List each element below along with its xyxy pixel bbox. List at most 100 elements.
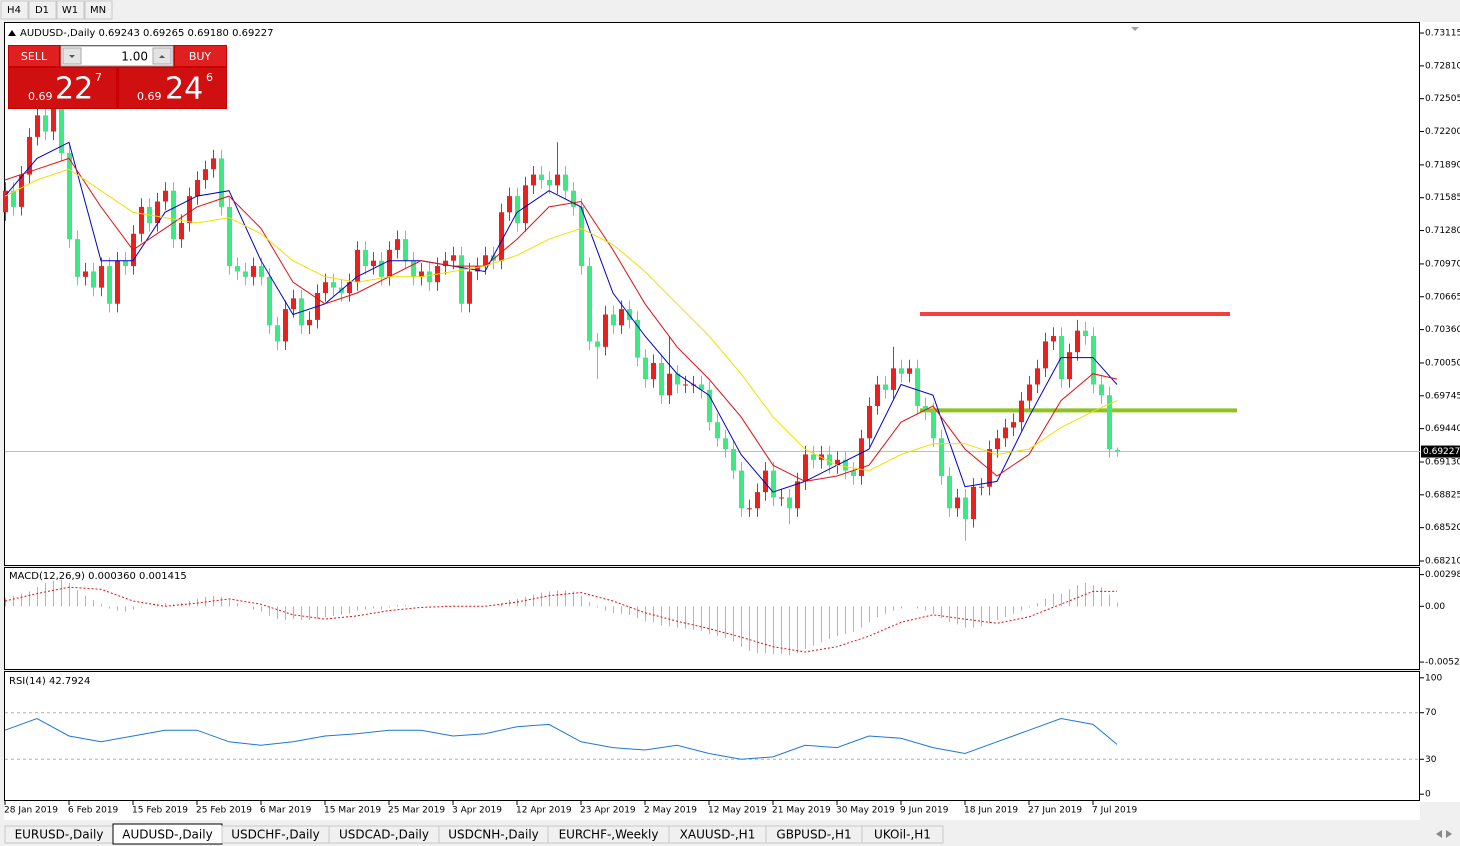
buy-price-box[interactable] xyxy=(119,68,226,108)
tab-label[interactable]: AUDUSD-,Daily xyxy=(122,828,212,842)
main-panel xyxy=(4,22,1420,566)
y-tick-label: 0.71585 xyxy=(1425,193,1460,203)
candle-body xyxy=(195,179,200,197)
collapse-icon[interactable] xyxy=(8,30,16,36)
candle-body xyxy=(291,298,296,310)
x-tick-label: 25 Feb 2019 xyxy=(196,806,252,816)
sell-button[interactable] xyxy=(9,46,59,66)
candle-body xyxy=(635,319,640,358)
y-tick-label: 0.00 xyxy=(1425,602,1445,612)
candle-body xyxy=(267,276,272,326)
candle-body xyxy=(283,309,288,342)
x-tick-label: 28 Jan 2019 xyxy=(4,806,58,816)
bid-label-bg xyxy=(1421,445,1460,458)
candle-body xyxy=(963,497,968,520)
bid-label: 0.69227 xyxy=(1423,447,1460,457)
candle-body xyxy=(211,158,216,170)
y-tick-label: 70 xyxy=(1425,708,1437,718)
candle-body xyxy=(891,368,896,390)
y-tick-label: 0.68825 xyxy=(1425,490,1460,500)
candle-body xyxy=(643,357,648,380)
candle-body xyxy=(531,174,536,186)
candle-body xyxy=(187,196,192,224)
candle-body xyxy=(867,406,872,439)
timeframe-button[interactable] xyxy=(28,0,57,20)
candle-body xyxy=(907,368,912,374)
lot-down-arrow xyxy=(69,55,75,58)
macd-signal xyxy=(4,586,1118,653)
tab-label[interactable]: USDCNH-,Daily xyxy=(448,828,539,842)
candle-body xyxy=(107,266,112,304)
y-tick-label: 0.68210 xyxy=(1425,557,1460,567)
x-tick-label: 21 May 2019 xyxy=(772,806,831,816)
sell-price-box[interactable] xyxy=(9,68,116,108)
shift-marker xyxy=(1131,27,1139,31)
candle-body xyxy=(555,174,560,186)
y-tick-label: 0.69130 xyxy=(1425,457,1460,467)
candle-body xyxy=(355,249,360,283)
candle-body xyxy=(427,271,432,283)
timeframe-label[interactable]: D1 xyxy=(35,5,49,16)
macd-panel xyxy=(4,567,1420,670)
timeframe-button[interactable] xyxy=(56,0,85,20)
candle-body xyxy=(379,260,384,277)
y-tick-label: 0.70665 xyxy=(1425,292,1460,302)
candle-body xyxy=(163,190,168,202)
y-tick-label: 0 xyxy=(1425,790,1431,800)
y-tick-label: 100 xyxy=(1425,673,1442,683)
candle-body xyxy=(235,266,240,272)
candle-body xyxy=(507,196,512,213)
candle-body xyxy=(115,260,120,304)
tab-scroll[interactable] xyxy=(1436,830,1452,838)
candle-body xyxy=(731,449,736,471)
candle-body xyxy=(619,309,624,326)
tab-label[interactable]: USDCHF-,Daily xyxy=(231,828,319,842)
tab-label[interactable]: EURCHF-,Weekly xyxy=(559,828,659,842)
buy-label[interactable]: BUY xyxy=(189,50,212,63)
candle-body xyxy=(723,438,728,450)
candle-body xyxy=(227,206,232,267)
sell-price-big: 0.69 xyxy=(28,90,53,103)
x-tick-label: 3 Apr 2019 xyxy=(452,806,502,816)
sell-label[interactable]: SELL xyxy=(21,50,48,63)
timeframe-label[interactable]: MN xyxy=(90,5,106,16)
tab-label[interactable]: USDCAD-,Daily xyxy=(339,828,429,842)
timeframe-label[interactable]: H4 xyxy=(7,5,21,16)
y-tick-label: 0.71280 xyxy=(1425,226,1460,236)
candle-body xyxy=(931,411,936,439)
candle-body xyxy=(771,470,776,498)
y-tick-label: 0.71890 xyxy=(1425,160,1460,170)
buy-price-pips: 24 xyxy=(165,72,203,107)
candle-body xyxy=(883,384,888,390)
candle-body xyxy=(443,260,448,267)
tab-label[interactable]: EURUSD-,Daily xyxy=(15,828,104,842)
lot-field[interactable] xyxy=(60,45,174,67)
candle-body xyxy=(307,319,312,326)
candle-body xyxy=(475,266,480,272)
candle-body xyxy=(451,255,456,261)
tab-label[interactable]: UKOil-,H1 xyxy=(874,828,931,842)
y-tick-label: 0.70970 xyxy=(1425,259,1460,269)
tab-label[interactable]: XAUUSD-,H1 xyxy=(680,828,756,842)
timeframe-label[interactable]: W1 xyxy=(62,5,78,16)
symbol-tab[interactable] xyxy=(861,825,944,844)
y-tick-label: 0.002984 xyxy=(1425,570,1460,580)
timeframe-button[interactable] xyxy=(84,0,113,20)
candle-body xyxy=(251,266,256,277)
y-tick-label: 0.69440 xyxy=(1425,424,1460,434)
buy-button[interactable] xyxy=(175,46,226,66)
rsi-title: RSI(14) 42.7924 xyxy=(9,676,90,687)
tab-label[interactable]: GBPUSD-,H1 xyxy=(776,828,851,842)
timeframe-button[interactable] xyxy=(0,0,29,20)
candle-body xyxy=(707,389,712,423)
lot-value[interactable]: 1.00 xyxy=(121,50,148,64)
candle-body xyxy=(987,449,992,487)
candle-body xyxy=(915,368,920,407)
candle-body xyxy=(1107,395,1112,450)
candle-body xyxy=(595,341,600,347)
candle-body xyxy=(75,239,80,277)
sell-price-point: 7 xyxy=(95,71,102,84)
candle-body xyxy=(979,486,984,488)
candle-body xyxy=(955,497,960,509)
